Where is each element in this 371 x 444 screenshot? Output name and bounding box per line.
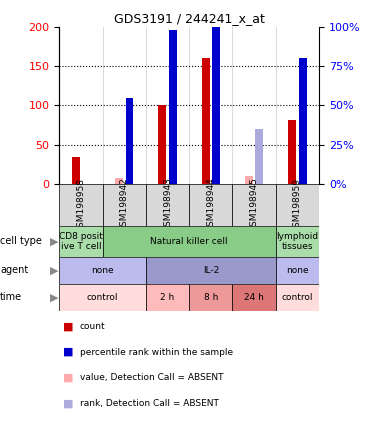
Text: percentile rank within the sample: percentile rank within the sample	[80, 348, 233, 357]
Text: IL-2: IL-2	[203, 266, 219, 275]
Text: control: control	[282, 293, 313, 302]
Text: CD8 posit
ive T cell: CD8 posit ive T cell	[59, 232, 103, 251]
Text: ▶: ▶	[50, 266, 58, 275]
Text: 2 h: 2 h	[160, 293, 175, 302]
Text: GSM198944: GSM198944	[206, 178, 215, 232]
Text: none: none	[91, 266, 114, 275]
Text: ■: ■	[63, 399, 73, 408]
Text: control: control	[87, 293, 118, 302]
Text: GSM198945: GSM198945	[250, 178, 259, 233]
Bar	[59, 257, 146, 284]
Bar	[288, 119, 296, 184]
Text: GSM198942: GSM198942	[120, 178, 129, 232]
Bar	[233, 284, 276, 311]
Text: cell type: cell type	[0, 236, 42, 246]
Bar	[72, 157, 80, 184]
Bar	[276, 184, 319, 226]
Bar	[146, 184, 189, 226]
Text: GSM198958: GSM198958	[76, 178, 85, 233]
Bar	[255, 129, 263, 184]
Bar	[115, 178, 123, 184]
Text: agent: agent	[0, 266, 28, 275]
Bar	[189, 284, 233, 311]
Bar	[59, 284, 146, 311]
Bar	[245, 176, 253, 184]
Bar	[59, 184, 103, 226]
Bar	[189, 184, 233, 226]
Text: count: count	[80, 322, 105, 331]
Bar	[158, 106, 166, 184]
Bar	[212, 3, 220, 184]
Text: value, Detection Call = ABSENT: value, Detection Call = ABSENT	[80, 373, 223, 382]
Bar	[276, 257, 319, 284]
Bar	[146, 284, 189, 311]
Text: 24 h: 24 h	[244, 293, 264, 302]
Bar	[202, 58, 210, 184]
Text: lymphoid
tissues: lymphoid tissues	[276, 232, 318, 251]
Text: 8 h: 8 h	[204, 293, 218, 302]
Text: ▶: ▶	[50, 236, 58, 246]
Bar	[103, 184, 146, 226]
Bar	[233, 184, 276, 226]
Bar	[299, 58, 306, 184]
Bar	[125, 98, 134, 184]
Text: ■: ■	[63, 347, 73, 357]
Text: ■: ■	[63, 373, 73, 383]
Bar	[276, 226, 319, 257]
Bar	[276, 284, 319, 311]
Bar	[59, 226, 103, 257]
Bar	[103, 226, 276, 257]
Title: GDS3191 / 244241_x_at: GDS3191 / 244241_x_at	[114, 12, 265, 25]
Text: Natural killer cell: Natural killer cell	[150, 237, 228, 246]
Bar	[169, 30, 177, 184]
Text: GSM198959: GSM198959	[293, 178, 302, 233]
Text: GSM198943: GSM198943	[163, 178, 172, 233]
Text: rank, Detection Call = ABSENT: rank, Detection Call = ABSENT	[80, 399, 219, 408]
Text: ▶: ▶	[50, 292, 58, 302]
Bar	[146, 257, 276, 284]
Text: none: none	[286, 266, 309, 275]
Text: time: time	[0, 292, 22, 302]
Text: ■: ■	[63, 321, 73, 331]
